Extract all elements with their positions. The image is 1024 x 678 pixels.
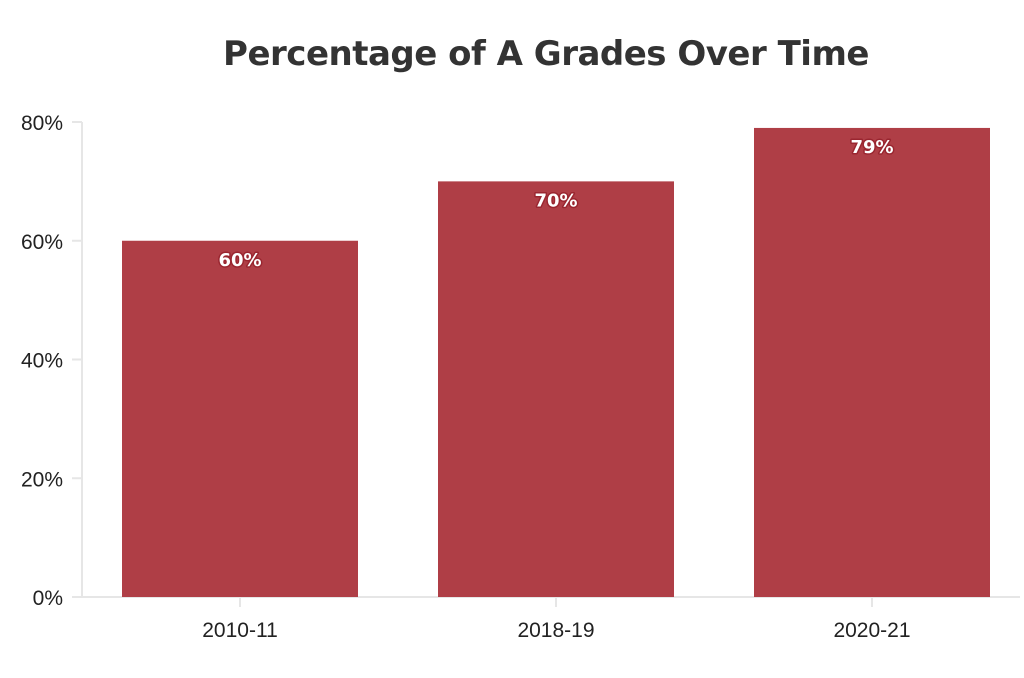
y-tick-label: 80% [21,112,63,135]
bar [122,240,358,597]
bar [754,127,990,597]
x-tick-label: 2010-11 [202,619,278,642]
bar-data-label: 60% [218,250,261,271]
y-tick-label: 60% [21,231,63,254]
chart-title: Percentage of A Grades Over Time [223,34,869,74]
bar-data-label: 70% [534,190,577,211]
bar [438,181,674,597]
y-tick-label: 40% [21,350,63,373]
x-tick-label: 2018-19 [517,619,594,642]
y-tick-label: 20% [21,468,63,491]
data-labels: 60% 70% 79% [217,135,895,272]
x-tick-label: 2020-21 [833,619,910,642]
y-tick-label: 0% [33,587,63,610]
bars [122,127,990,597]
bar-data-label: 79% [850,137,893,158]
